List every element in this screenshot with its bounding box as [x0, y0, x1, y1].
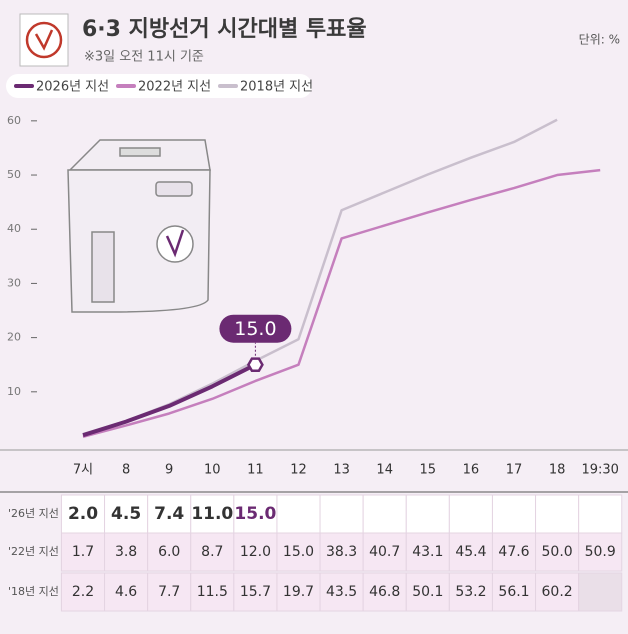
callout-box: [219, 314, 292, 343]
table-value: 7.7: [158, 584, 180, 600]
table-value: 2.0: [68, 504, 98, 524]
x-tick-label: 16: [463, 463, 480, 478]
ballot-box: [67, 139, 211, 313]
table-value: 2.2: [72, 584, 94, 600]
table-cell: [60, 572, 106, 612]
legend-label: 2026년 지선: [36, 80, 109, 95]
x-tick-label: 14: [376, 463, 393, 478]
x-tick-label: 19:30: [581, 463, 618, 478]
table-cell: [535, 494, 580, 534]
table-cell: [405, 494, 450, 534]
table-cell: [491, 494, 537, 534]
table-row-label: '18년 지선: [8, 585, 59, 598]
table-cell: [276, 532, 321, 572]
table-value: 60.2: [542, 584, 573, 600]
table-row-label: '22년 지선: [8, 545, 59, 558]
table-value: 53.2: [455, 584, 486, 600]
table-cell: [147, 532, 192, 572]
table-cell: [233, 532, 278, 572]
table-cell: [276, 572, 321, 612]
table-cell: [491, 532, 537, 572]
table-value: 45.4: [455, 544, 486, 560]
table-value: 40.7: [369, 544, 400, 560]
legend-label: 2018년 지선: [240, 80, 313, 95]
table-cell: [319, 494, 364, 534]
y-tick-label: 60: [7, 114, 21, 127]
table-value: 19.7: [283, 584, 314, 600]
table-cell: [276, 494, 321, 534]
unit-label: 단위: %: [579, 33, 620, 47]
y-tick-label: 10: [7, 385, 21, 398]
table-cell: [362, 532, 407, 572]
table-value: 43.5: [326, 584, 357, 600]
table-cell: [104, 494, 149, 534]
x-tick-label: 10: [204, 463, 221, 478]
table-value: 43.1: [412, 544, 443, 560]
vote-icon: [19, 13, 69, 67]
table-value: 56.1: [498, 584, 529, 600]
table-cell: [578, 572, 623, 612]
series-line: [82, 168, 601, 438]
y-tick-label: 40: [7, 222, 21, 235]
point-marker: [246, 357, 264, 373]
table-value: 38.3: [326, 544, 357, 560]
table-cell: [233, 572, 278, 612]
table-cell: [319, 532, 364, 572]
table-value: 15.0: [234, 504, 276, 524]
table-cell: [104, 532, 149, 572]
x-tick-label: 7시: [73, 463, 93, 478]
table-cell: [578, 532, 623, 572]
table-value: 12.0: [240, 544, 271, 560]
table-cell: [535, 532, 580, 572]
table-cell: [491, 572, 537, 612]
legend-box: [6, 74, 312, 98]
table-value: 15.7: [240, 584, 271, 600]
table-value: 6.0: [158, 544, 180, 560]
x-tick-label: 13: [333, 463, 350, 478]
table-cell: [60, 532, 106, 572]
table-cell: [190, 532, 235, 572]
legend-label: 2022년 지선: [138, 80, 211, 95]
table-cell: [362, 494, 407, 534]
table-cell: [448, 532, 493, 572]
y-tick-label: 30: [7, 276, 21, 289]
chart-title: 6·3 지방선거 시간대별 투표율: [82, 17, 367, 42]
table-value: 4.6: [115, 584, 137, 600]
table-cell: [405, 572, 450, 612]
table-value: 4.5: [111, 504, 141, 524]
table-value: 46.8: [369, 584, 400, 600]
table-value: 50.1: [412, 584, 443, 600]
y-tick-label: 50: [7, 168, 21, 181]
x-tick-label: 17: [506, 463, 523, 478]
chart-subtitle: ※3일 오전 11시 기준: [84, 50, 204, 65]
table-cell: [448, 494, 493, 534]
x-tick-label: 12: [290, 463, 307, 478]
x-tick-label: 15: [420, 463, 437, 478]
table-cell: [319, 572, 364, 612]
table-value: 50.0: [542, 544, 573, 560]
x-tick-label: 18: [549, 463, 566, 478]
table-value: 15.0: [283, 544, 314, 560]
table-row-label: '26년 지선: [8, 507, 59, 520]
table-value: 3.8: [115, 544, 137, 560]
table-value: 11.0: [191, 504, 233, 524]
x-tick-label: 11: [247, 463, 264, 478]
table-value: 47.6: [498, 544, 529, 560]
table-cell: [147, 494, 192, 534]
y-tick-label: 20: [7, 331, 21, 344]
table-value: 1.7: [72, 544, 94, 560]
table-value: 11.5: [197, 584, 228, 600]
table-value: 7.4: [154, 504, 184, 524]
table-value: 50.9: [585, 544, 616, 560]
table-cell: [578, 494, 623, 534]
table-cell: [190, 494, 235, 534]
series-line: [82, 362, 257, 438]
table-value: 8.7: [201, 544, 223, 560]
x-tick-label: 9: [165, 463, 173, 478]
table-cell: [104, 572, 149, 612]
x-tick-label: 8: [122, 463, 130, 478]
callout-label: 15.0: [234, 318, 276, 340]
